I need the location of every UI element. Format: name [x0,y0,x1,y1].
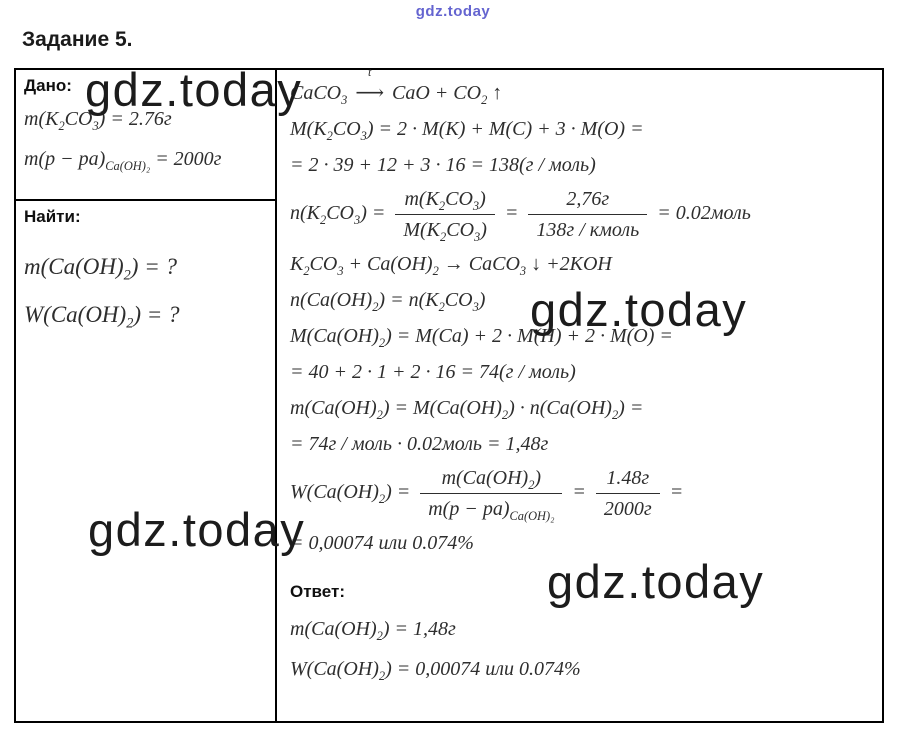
find-label: Найти: [24,207,81,226]
solution-line: = 74г / моль · 0.02моль = 1,48г [290,433,549,455]
solution-table: Дано: m(K2CO3) = 2.76г m(р − ра)Ca(OH)₂ =… [14,65,884,723]
solution-line: n(K2CO3) = m(K2CO3) M(K2CO3) = 2,76г 138г … [290,188,751,244]
find-line: W(Ca(OH)2) = ? [24,302,180,332]
given-label: Дано: [24,76,72,95]
answer-section: Ответ: m(Ca(OH)2) = 1,48г W(Ca(OH)2) = 0,… [290,582,874,684]
watermark-top: gdz.today [415,3,491,20]
solution-line: M(Ca(OH)2) = M(Ca) + 2 · M(H) + 2 · M(O)… [290,325,673,350]
table-right-column: CaCO3 t ⟶ CaO + CO2 ↑ M(K2CO3) = 2 · M(K) … [277,65,882,721]
find-lines: m(Ca(OH)2) = ? W(Ca(OH)2) = ? [24,251,267,331]
solution-line: CaCO3 t ⟶ CaO + CO2 ↑ [290,65,503,107]
solution-line: = 40 + 2 · 1 + 2 · 16 = 74(г / моль) [290,361,576,383]
solution-line: M(K2CO3) = 2 · M(K) + M(C) + 3 · M(O) = [290,118,644,143]
solution-line: = 2 · 39 + 12 + 3 · 16 = 138(г / моль) [290,154,596,176]
table-left-column: Дано: m(K2CO3) = 2.76г m(р − ра)Ca(OH)₂ =… [16,70,277,721]
answer-label: Ответ: [290,582,345,601]
given-line: m(р − ра)Ca(OH)₂ = 2000г [24,148,222,173]
find-line: m(Ca(OH)2) = ? [24,254,177,284]
given-section: Дано: m(K2CO3) = 2.76г m(р − ра)Ca(OH)₂ =… [16,70,275,201]
solution-lines: CaCO3 t ⟶ CaO + CO2 ↑ M(K2CO3) = 2 · M(K) … [290,65,874,558]
given-lines: m(K2CO3) = 2.76г m(р − ра)Ca(OH)₂ = 2000г [24,104,267,174]
solution-line: W(Ca(OH)2) = m(Ca(OH)2) m(р − ра)Ca(OH)₂ … [290,467,684,523]
page-title: Задание 5. [22,28,133,51]
answer-line: W(Ca(OH)2) = 0,00074 или 0.074% [290,658,581,683]
find-section: Найти: m(Ca(OH)2) = ? W(Ca(OH)2) = ? [16,201,275,721]
solution-line: n(Ca(OH)2) = n(K2CO3) [290,289,486,314]
answer-lines: m(Ca(OH)2) = 1,48г W(Ca(OH)2) = 0,00074 и… [290,614,874,684]
solution-line: K2CO3 + Ca(OH)2 → CaCO3 ↓ +2KOH [290,253,612,278]
given-line: m(K2CO3) = 2.76г [24,108,172,133]
solution-line: m(Ca(OH)2) = M(Ca(OH)2) · n(Ca(OH)2) = [290,397,644,422]
solution-line: = 0,00074 или 0.074% [290,532,474,554]
answer-line: m(Ca(OH)2) = 1,48г [290,618,456,643]
